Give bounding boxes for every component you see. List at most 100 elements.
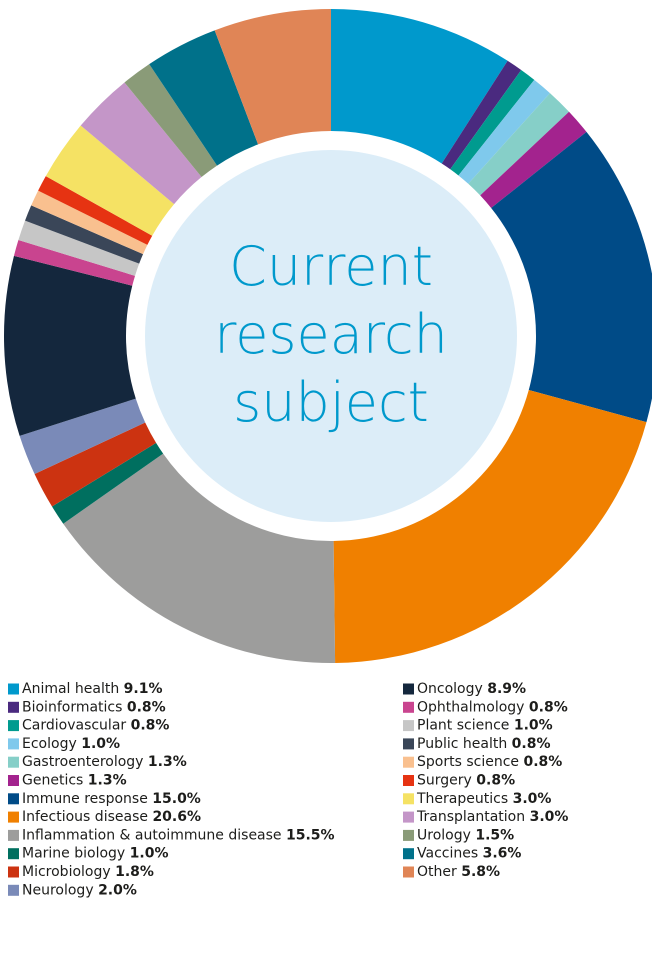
legend-label: Immune response [22, 791, 148, 807]
legend-entry: Marine biology 1.0% [22, 846, 169, 862]
legend-value: 9.1% [124, 681, 163, 697]
legend-value: 15.0% [152, 791, 201, 807]
legend-label: Vaccines [417, 846, 478, 862]
legend-swatch [403, 720, 414, 732]
legend-label: Marine biology [22, 846, 125, 862]
legend-label: Animal health [22, 681, 119, 697]
legend-entry: Genetics 1.3% [22, 773, 127, 789]
donut-segment [450, 70, 535, 176]
legend-swatch [403, 848, 414, 860]
legend-value: 1.8% [115, 864, 154, 880]
legend-label: Genetics [22, 773, 83, 789]
donut-segment [18, 220, 140, 276]
legend-swatch [8, 701, 19, 713]
legend-entry: Urology 1.5% [417, 827, 514, 843]
legend-label: Other [417, 864, 457, 880]
legend-value: 3.0% [513, 791, 552, 807]
legend-entry: Ophthalmology 0.8% [417, 699, 568, 715]
legend-label: Cardiovascular [22, 718, 126, 734]
legend-swatch [8, 848, 19, 860]
legend-label: Neurology [22, 882, 94, 898]
legend-value: 8.9% [487, 681, 526, 697]
legend-swatch [8, 829, 19, 841]
legend-label: Bioinformatics [22, 699, 122, 715]
legend-label: Oncology [417, 681, 483, 697]
donut-segment [19, 398, 146, 475]
legend-entry: Neurology 2.0% [22, 882, 137, 898]
donut-segment [331, 9, 508, 164]
legend-value: 1.3% [148, 754, 187, 770]
legend-swatch [8, 720, 19, 732]
chart-title: Current [229, 235, 433, 298]
legend-label: Gastroenterology [22, 754, 143, 770]
donut-segment [214, 9, 331, 145]
legend-swatch [403, 738, 414, 750]
legend-entry: Therapeutics 3.0% [416, 791, 551, 807]
legend-entry: Bioinformatics 0.8% [22, 699, 166, 715]
legend-label: Transplantation [416, 809, 525, 825]
legend-swatch [8, 683, 19, 695]
donut-segment [25, 205, 144, 264]
legend-value: 15.5% [286, 827, 335, 843]
legend-label: Plant science [417, 718, 509, 734]
legend-entry: Plant science 1.0% [417, 718, 553, 734]
legend-value: 1.3% [88, 773, 127, 789]
legend-value: 3.6% [483, 846, 522, 862]
donut-segment [45, 125, 175, 236]
legend-entry: Ecology 1.0% [22, 736, 120, 752]
legend-entry: Oncology 8.9% [417, 681, 526, 697]
legend-swatch [8, 866, 19, 878]
legend-value: 20.6% [152, 809, 201, 825]
donut-segment [34, 422, 157, 507]
donut-segment [124, 64, 218, 178]
legend-value: 0.8% [512, 736, 551, 752]
donut-segment [468, 93, 570, 196]
chart-title: subject [233, 371, 429, 434]
legend-swatch [403, 683, 414, 695]
legend-label: Therapeutics [416, 791, 508, 807]
legend-entry: Public health 0.8% [417, 736, 550, 752]
legend-swatch [403, 811, 414, 823]
legend-value: 3.0% [530, 809, 569, 825]
legend-swatch [8, 811, 19, 823]
legend-entry: Infectious disease 20.6% [22, 809, 201, 825]
legend-label: Inflammation & autoimmune disease [22, 827, 282, 843]
legend-label: Microbiology [22, 864, 111, 880]
legend-label: Ecology [22, 736, 77, 752]
legend-entry: Immune response 15.0% [22, 791, 201, 807]
legend-swatch [403, 829, 414, 841]
legend-value: 1.0% [130, 846, 169, 862]
legend-value: 0.8% [131, 718, 170, 734]
legend-label: Public health [417, 736, 507, 752]
donut-segment [63, 453, 336, 663]
donut-segment [333, 389, 647, 663]
legend-swatch [403, 866, 414, 878]
legend-swatch [403, 775, 414, 786]
legend-value: 0.8% [523, 754, 562, 770]
donut-segment [458, 79, 550, 184]
legend-label: Surgery [417, 773, 472, 789]
legend-swatch [8, 884, 19, 896]
legend-value: 1.5% [475, 827, 514, 843]
legend-entry: Animal health 9.1% [22, 681, 163, 697]
legend-value: 0.8% [476, 773, 515, 789]
legend-entry: Vaccines 3.6% [417, 846, 521, 862]
donut-segment [441, 60, 522, 170]
donut-segment [31, 190, 148, 255]
legend-label: Infectious disease [22, 809, 148, 825]
donut-segment [149, 30, 259, 166]
legend-value: 1.0% [514, 718, 553, 734]
legend-value: 0.8% [529, 699, 568, 715]
legend-swatch [8, 775, 19, 786]
donut-segment [4, 255, 136, 436]
donut-segment [38, 176, 153, 245]
legend-label: Ophthalmology [417, 699, 524, 715]
donut-segment [491, 131, 652, 423]
legend-entry: Cardiovascular 0.8% [22, 718, 169, 734]
legend-swatch [8, 793, 19, 805]
legend-entry: Microbiology 1.8% [22, 864, 154, 880]
legend-value: 5.8% [461, 864, 500, 880]
donut-segment [480, 111, 587, 209]
legend-value: 2.0% [98, 882, 137, 898]
